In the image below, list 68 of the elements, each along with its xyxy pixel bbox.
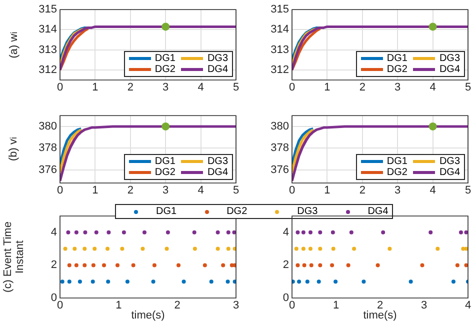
legend-label: DG1 (156, 206, 177, 217)
y-axis-title: (c) Event Time Instant (1, 220, 27, 294)
y-tick-label: 2 (282, 259, 289, 272)
y-tick-label: 378 (270, 142, 289, 154)
y-tick-label: 313 (270, 44, 289, 56)
legend-label: DG2 (226, 206, 248, 217)
x-tick-label: 5 (464, 184, 472, 197)
x-tick-label: 4 (198, 82, 204, 94)
y-tick-label: 315 (38, 4, 57, 16)
y-tick-label: 4 (50, 226, 57, 238)
legend-label: DG4 (207, 167, 228, 178)
x-tick-label: 4 (198, 184, 204, 197)
y-tick-label: 315 (270, 4, 289, 16)
legend-label: DG3 (207, 156, 228, 167)
x-tick-label: 1 (324, 184, 330, 197)
legend-label: DG3 (207, 53, 228, 64)
legend-label: DG1 (386, 53, 408, 64)
legend-label: DG3 (297, 206, 318, 217)
x-tick-label: 5 (232, 184, 240, 197)
x-tick-label: 3 (394, 184, 401, 197)
y-tick-label: 376 (38, 164, 57, 176)
x-tick-label: 1 (116, 300, 122, 312)
x-tick-label: 3 (162, 82, 169, 94)
y-tick-label: 313 (38, 44, 57, 56)
legend-label: DG1 (154, 156, 176, 167)
x-tick-label: 2 (359, 184, 366, 197)
y-tick-label: 314 (38, 24, 57, 36)
x-tick-label: 2 (127, 184, 134, 197)
legend-label: DG4 (439, 64, 460, 75)
legend-label: DG4 (368, 206, 388, 217)
x-tick-label: 1 (92, 82, 98, 94)
x-tick-label: 1 (324, 82, 330, 94)
y-tick-label: 312 (270, 64, 289, 76)
x-tick-label: 1 (332, 300, 340, 312)
y-tick-label: 376 (270, 164, 289, 176)
x-tick-label: 2 (376, 300, 384, 312)
x-tick-label: 3 (162, 184, 169, 197)
y-tick-label: 380 (270, 120, 289, 132)
y-tick-label: 4 (282, 226, 289, 238)
x-axis-title: time(s) (363, 309, 397, 322)
y-tick-label: 2 (50, 259, 57, 272)
legend-label: DG3 (439, 156, 460, 167)
x-tick-label: 3 (394, 82, 401, 94)
legend-label: DG2 (386, 64, 408, 75)
x-tick-label: 2 (359, 82, 366, 94)
legend-label: DG2 (386, 167, 408, 178)
legend-label: DG1 (154, 53, 176, 64)
legend-label: DG1 (386, 156, 408, 167)
x-tick-label: 3 (420, 300, 428, 312)
legend-label: DG2 (154, 64, 176, 75)
x-axis-title: time(s) (131, 309, 165, 322)
y-tick-label: 380 (38, 120, 57, 132)
x-tick-label: 5 (232, 82, 240, 94)
x-tick-label: 4 (430, 82, 436, 94)
x-tick-label: 4 (464, 300, 472, 312)
x-tick-label: 2 (174, 300, 180, 312)
x-tick-label: 2 (127, 82, 134, 94)
y-tick-label: 314 (270, 24, 289, 36)
legend-label: DG3 (439, 53, 460, 64)
x-tick-label: 3 (232, 300, 240, 312)
y-tick-label: 312 (38, 64, 57, 76)
x-tick-label: 1 (92, 184, 98, 197)
legend-label: DG2 (154, 167, 176, 178)
x-tick-label: 4 (430, 184, 436, 197)
legend-label: DG4 (439, 167, 460, 178)
legend-label: DG4 (207, 64, 228, 75)
y-tick-label: 378 (38, 142, 57, 154)
x-tick-label: 5 (464, 82, 472, 94)
